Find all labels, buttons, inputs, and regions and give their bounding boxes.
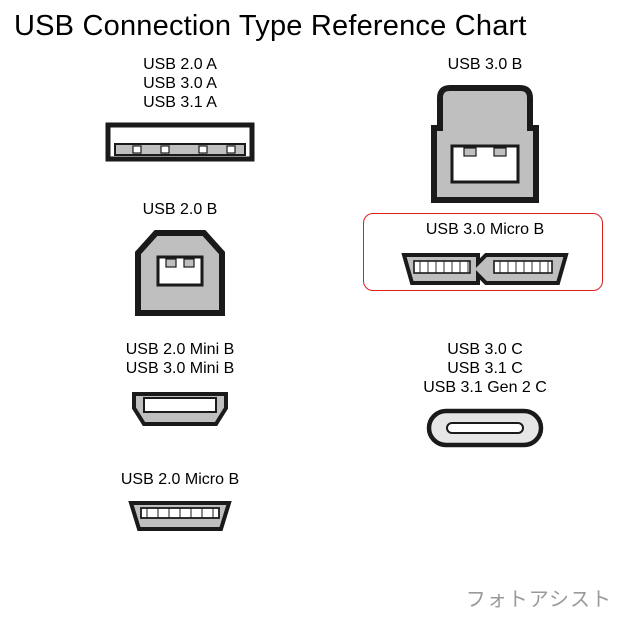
watermark-text: フォトアシスト	[466, 583, 612, 612]
highlight-box	[363, 213, 603, 291]
connector-labels: USB 3.0 B	[355, 55, 615, 74]
usb-c-icon	[355, 403, 615, 453]
connector-labels: USB 2.0 Micro B	[50, 470, 310, 489]
connector-entry-usb-a: USB 2.0 A USB 3.0 A USB 3.1 A	[50, 55, 310, 166]
micro-b-2-icon	[50, 495, 310, 537]
connector-entry-mini-b: USB 2.0 Mini B USB 3.0 Mini B	[50, 340, 310, 432]
usb-b-3-icon	[355, 80, 615, 208]
connector-entry-usb-b-3: USB 3.0 B	[355, 55, 615, 208]
mini-b-icon	[50, 384, 310, 432]
usb-a-icon	[50, 118, 310, 166]
connector-labels: USB 2.0 Mini B USB 3.0 Mini B	[50, 340, 310, 378]
connector-entry-usb-b-2: USB 2.0 B	[50, 200, 310, 321]
connector-entry-usb-c: USB 3.0 C USB 3.1 C USB 3.1 Gen 2 C	[355, 340, 615, 453]
chart-title: USB Connection Type Reference Chart	[14, 10, 527, 43]
connector-labels: USB 2.0 B	[50, 200, 310, 219]
connector-labels: USB 3.0 C USB 3.1 C USB 3.1 Gen 2 C	[355, 340, 615, 397]
usb-b-2-icon	[50, 225, 310, 321]
connector-entry-micro-b-2: USB 2.0 Micro B	[50, 470, 310, 537]
connector-labels: USB 2.0 A USB 3.0 A USB 3.1 A	[50, 55, 310, 112]
